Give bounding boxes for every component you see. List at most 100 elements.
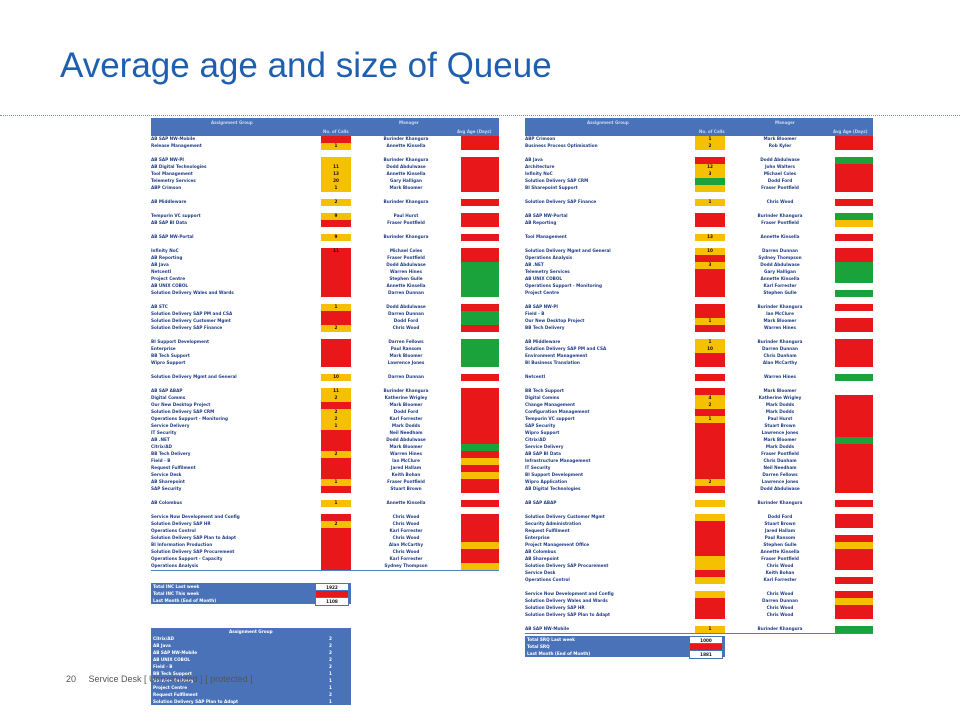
avg-age-cell xyxy=(835,276,873,283)
manager-cell: Lawrence Jones xyxy=(761,479,799,484)
manager-cell: Dodd Abdulwase xyxy=(386,304,426,309)
avg-age-cell xyxy=(835,423,873,430)
manager-cell: Chris Wood xyxy=(392,549,420,554)
manager-cell: Dodd Abdulwase xyxy=(386,164,426,169)
calls-cell xyxy=(695,507,725,514)
assignment-group-cell: AB Reporting xyxy=(525,220,557,225)
assignment-group-cell: AB Reporting xyxy=(151,255,183,260)
calls-cell xyxy=(695,451,725,458)
slide-title: Average age and size of Queue xyxy=(60,46,552,85)
table-row: AB SAP NW-Mobile 1 Burinder Khangura xyxy=(525,626,873,634)
table-row: Operations Analysis Sydney Thompson xyxy=(151,563,499,571)
assignment-group-cell: Solution Delivery SAP Procurement xyxy=(151,549,235,554)
manager-cell: Burinder Khangura xyxy=(383,157,429,162)
manager-cell: Paul Ransom xyxy=(764,535,796,540)
manager-cell: Mark Bloomer xyxy=(763,388,797,393)
calls-cell: 1 xyxy=(321,479,351,486)
assignment-group-cell: AB .NET xyxy=(151,437,170,442)
calls-cell: 1 xyxy=(695,318,725,325)
calls-cell: 11 xyxy=(321,248,351,255)
assignment-group-cell: Enterprise xyxy=(151,346,176,351)
calls-cell xyxy=(695,192,725,199)
avg-age-cell xyxy=(835,346,873,353)
avg-age-cell xyxy=(835,493,873,500)
assignment-group-cell: SAP Security xyxy=(151,486,182,491)
assignment-group-cell: Request Fulfilment xyxy=(151,465,196,470)
calls-cell xyxy=(695,528,725,535)
title-divider xyxy=(0,115,960,116)
avg-age-cell xyxy=(461,535,499,542)
calls-cell xyxy=(321,402,351,409)
avg-age-cell xyxy=(835,199,873,206)
assignment-group-cell: Solution Delivery Wales and Wards xyxy=(525,598,608,603)
avg-age-cell xyxy=(835,185,873,192)
manager-cell: Paul Hurst xyxy=(767,416,793,421)
problem-group: Solution Delivery xyxy=(153,678,194,683)
manager-cell xyxy=(725,241,835,248)
assignment-group-cell: AB UNIX COBOL xyxy=(151,283,189,288)
avg-age-cell xyxy=(835,437,873,444)
calls-cell xyxy=(321,318,351,325)
calls-cell xyxy=(321,150,351,157)
assignment-group-cell: AB Digital Technologies xyxy=(151,164,207,169)
manager-cell: Warren Hines xyxy=(764,325,796,330)
manager-cell: Chris Wood xyxy=(766,563,794,568)
assignment-group-cell: Solution Delivery Customer Mgmt xyxy=(151,318,231,323)
assignment-group-cell: Infrastructure Management xyxy=(525,458,591,463)
calls-cell: 9 xyxy=(321,213,351,220)
assignment-group-cell: AB Middleware xyxy=(525,339,561,344)
calls-cell: 1 xyxy=(695,416,725,423)
assignment-group-cell: AB Sharepoint xyxy=(151,479,185,484)
problem-group: Request Fulfilment xyxy=(153,692,198,697)
avg-age-cell xyxy=(461,157,499,164)
calls-cell xyxy=(321,206,351,213)
calls-cell: 11 xyxy=(321,388,351,395)
avg-age-cell xyxy=(835,262,873,269)
problem-count: 2 xyxy=(329,643,332,648)
avg-age-cell xyxy=(461,451,499,458)
assignment-group-cell: Citrix/AD xyxy=(151,444,172,449)
avg-age-cell xyxy=(461,542,499,549)
manager-cell xyxy=(351,367,461,374)
manager-cell: Mark Bloomer xyxy=(763,318,797,323)
assignment-group-cell: Citrix/AD xyxy=(525,437,546,442)
calls-cell xyxy=(321,437,351,444)
calls-cell: 3 xyxy=(695,262,725,269)
manager-cell: Annette Kinsella xyxy=(386,500,426,505)
manager-cell: Annette Kinsella xyxy=(760,276,800,281)
calls-cell: 3 xyxy=(695,171,725,178)
calls-cell xyxy=(695,332,725,339)
calls-cell xyxy=(695,570,725,577)
manager-cell: Annette Kinsella xyxy=(386,171,426,176)
assignment-group-cell: AB SAP NW-Mobile xyxy=(525,626,570,631)
slide-footer: 20 Service Desk [ Unrestricted ] [ prote… xyxy=(66,674,253,684)
assignment-group-cell xyxy=(525,332,695,339)
avg-age-cell xyxy=(835,479,873,486)
manager-cell: Chris Dunham xyxy=(763,353,797,358)
calls-cell xyxy=(321,227,351,234)
summary-label: Total INC This week xyxy=(153,591,200,596)
manager-cell xyxy=(351,227,461,234)
manager-cell: Dodd Ford xyxy=(393,409,419,414)
problem-count: 2 xyxy=(329,692,332,697)
assignment-group-cell: AB Middleware xyxy=(151,199,187,204)
manager-cell xyxy=(725,584,835,591)
right-request-table: Assignment Group No. of Calls Manager Av… xyxy=(525,118,873,634)
assignment-group-cell: Service Delivery xyxy=(525,444,564,449)
avg-age-cell xyxy=(461,234,499,241)
manager-cell: Katherine Wrigley xyxy=(758,395,802,400)
assignment-group-cell: Service Now Development and Config xyxy=(525,591,614,596)
problem-group: Citrix/AD xyxy=(153,636,174,641)
avg-age-cell xyxy=(835,542,873,549)
summary-row: Last Month (End of Month) 1108 xyxy=(151,597,351,606)
assignment-group-cell: AB Colombus xyxy=(151,500,182,505)
manager-cell: Stephen Gulle xyxy=(763,542,797,547)
left-table-header: Assignment Group No. of Calls Manager Av… xyxy=(151,118,499,136)
calls-cell xyxy=(695,381,725,388)
assignment-group-cell: Field - B xyxy=(525,311,545,316)
manager-cell: Darren Fellows xyxy=(762,472,798,477)
summary-label: Last Month (End of Month) xyxy=(153,598,217,603)
assignment-group-cell: Solution Delivery SAP PM and CSA xyxy=(525,346,607,351)
calls-cell: 20 xyxy=(321,178,351,185)
avg-age-cell xyxy=(461,206,499,213)
